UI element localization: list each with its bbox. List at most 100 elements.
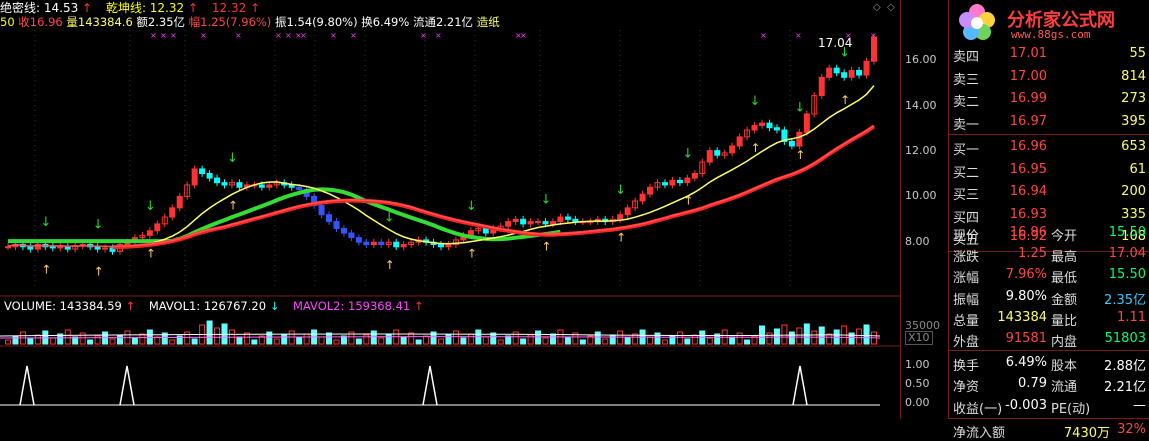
candle-body <box>714 150 721 156</box>
collapse-icon[interactable]: ◇ <box>873 2 881 13</box>
volume-bar <box>714 333 721 345</box>
volume-bar <box>251 339 258 345</box>
volume-bar <box>706 337 713 345</box>
order-label: 卖二 <box>953 95 980 110</box>
quote-panel: 分析家公式网 www.88gs.com 卖四 17.01 55 卖三 17.00 814 卖… <box>948 0 1149 441</box>
order-price: 17.00 <box>1009 68 1047 84</box>
settings-icon[interactable]: ◇ <box>887 2 895 13</box>
volume-bar <box>355 338 362 345</box>
volume-bar <box>79 332 86 345</box>
candle-body <box>744 129 751 138</box>
candle-body <box>370 241 377 245</box>
volume-header: VOLUME: 143384.59 ↑ MAVOL1: 126767.20 ↓ … <box>4 299 424 313</box>
candle-body <box>699 161 706 175</box>
open-fragment: 50 <box>0 15 15 29</box>
volume-bar <box>856 328 863 345</box>
candle-body <box>766 122 773 129</box>
candle-body <box>751 124 758 131</box>
volume-bar <box>408 332 415 345</box>
stat-value: 0.79 <box>1018 376 1047 392</box>
max-price-label: 17.04 <box>818 36 853 50</box>
volume-bar <box>773 328 780 345</box>
volume-bar <box>572 332 579 345</box>
candle-body <box>199 168 206 174</box>
kline-chart[interactable]: ↓↑↓↑↓↑↓↑↓↑↓↑↓↑↓↑↓↑↓↑↓↑↓↑× × × × × × × ×× × × × × ×× ×… <box>0 0 900 419</box>
volume-bar <box>654 332 661 345</box>
volume-bar <box>751 335 758 345</box>
stat-label: 换手 <box>953 359 980 375</box>
candle-body <box>706 150 713 163</box>
volume-bar <box>296 337 303 345</box>
stats-row: 涨跌 1.25 最高 17.04 <box>949 243 1149 265</box>
volume-bar <box>826 333 833 345</box>
candle-body <box>729 145 736 154</box>
candle-body <box>676 179 683 184</box>
close-value: 收16.96 <box>18 15 63 29</box>
volume-bar <box>5 339 11 345</box>
sell-arrow-icon: ↑ <box>795 148 805 162</box>
float-value: 流通2.21亿 <box>412 15 474 29</box>
candle-body <box>393 241 400 248</box>
volume-value: 量143384.6 <box>66 15 133 29</box>
indicator-qiankun-value: 12.32 <box>211 1 247 15</box>
candle-body <box>348 232 355 239</box>
mavol2-line <box>0 336 881 339</box>
candle-body <box>49 246 56 249</box>
kline-chart-panel[interactable]: ↓ ↑ ↓ ↑ ↓ ↑ ↓ ↑ ↓ ↑ ↓ ↑ ↓ ↑ ↓ ↑ ↓ ↑ ↓ ↑ ↓ ↑ ↓ ↑ × × × × × × × × × × × × × × × ×… <box>0 0 900 419</box>
candle-body <box>146 230 153 236</box>
volume-bar <box>243 332 250 345</box>
candle-body <box>841 72 848 78</box>
volume-bar <box>131 337 138 345</box>
candle-body <box>818 76 825 97</box>
stat-value: — <box>1133 397 1146 413</box>
order-price: 16.93 <box>1009 206 1047 222</box>
sell-order-row: 卖三 17.00 814 <box>949 66 1149 88</box>
sell-arrow-icon: ↑ <box>840 93 850 107</box>
volume-bar <box>326 332 333 345</box>
volume-bar <box>116 334 123 345</box>
cross-marker: × <box>870 31 877 40</box>
candle-body <box>826 67 833 78</box>
divider <box>949 417 1149 419</box>
divider <box>949 350 1149 352</box>
stat-label: 总量 <box>953 313 980 329</box>
candle-body <box>214 177 221 184</box>
stats-row: 外盘 91581 内盘 51803 <box>949 328 1149 350</box>
candle-body <box>266 184 273 188</box>
candle-body <box>759 122 766 126</box>
ma-long-line <box>8 187 561 244</box>
volume-bar <box>281 334 288 345</box>
volume-tick: 35000 <box>905 319 940 332</box>
order-volume: 653 <box>1121 139 1146 154</box>
stat-value: 17.04 <box>1108 246 1146 262</box>
sell-arrow-icon: ↑ <box>146 246 156 260</box>
stat-value: 2.88亿 <box>1104 359 1146 375</box>
order-volume: 395 <box>1121 113 1146 129</box>
order-volume: 335 <box>1121 206 1146 222</box>
buy-arrow-icon: ↓ <box>750 94 761 109</box>
price-tick: 14.00 <box>905 99 937 112</box>
volume-bar <box>818 326 825 345</box>
volume-bar <box>535 330 542 345</box>
cross-marker: × <box>300 31 307 40</box>
volume-bar <box>363 334 370 345</box>
volume-bar <box>430 331 437 345</box>
order-price: 16.97 <box>1009 113 1047 129</box>
candle-body <box>863 60 870 76</box>
candle-body <box>549 221 556 225</box>
sell-arrow-icon: ↑ <box>41 262 51 276</box>
amount-value: 额2.35亿 <box>136 15 186 29</box>
volume-bar <box>766 332 773 345</box>
indicator-header-line1: 绝密线: 14.53 ↑ 乾坤线: 12.32 ↑ 12.32 ↑ <box>0 1 260 15</box>
volume-bar <box>445 334 452 345</box>
buy-arrow-icon: ↓ <box>615 183 626 198</box>
stat-label: 现价 <box>953 229 980 244</box>
stat-label: 收益(一) <box>953 401 1003 417</box>
indicator-header-line2: 50 收16.96 量143384.6 额2.35亿 幅1.25(7.96%) … <box>0 15 500 29</box>
order-volume: 55 <box>1129 46 1146 61</box>
volume-bar <box>661 339 668 345</box>
candle-body <box>57 246 64 249</box>
order-price: 17.01 <box>1009 46 1047 61</box>
stats-row: 净资 0.79 流通 2.21亿 <box>949 373 1149 395</box>
candle-body <box>154 223 161 232</box>
